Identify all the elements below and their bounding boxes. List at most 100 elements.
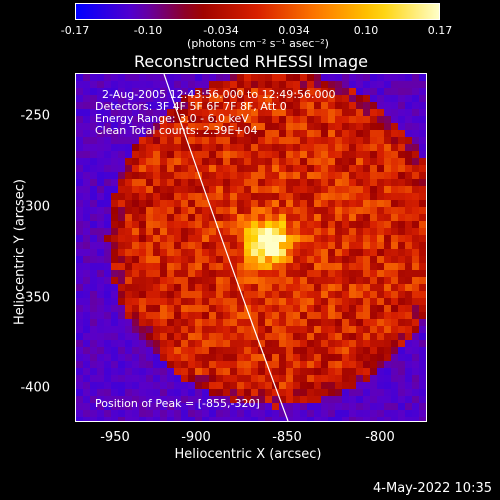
image-pixel: [412, 158, 419, 165]
image-pixel: [230, 130, 237, 137]
image-pixel: [118, 144, 125, 151]
image-pixel: [111, 81, 118, 88]
image-pixel: [405, 263, 412, 270]
image-pixel: [104, 81, 111, 88]
image-pixel: [230, 305, 237, 312]
image-pixel: [237, 207, 244, 214]
image-pixel: [104, 256, 111, 263]
image-pixel: [370, 151, 377, 158]
image-pixel: [216, 200, 223, 207]
image-pixel: [398, 144, 405, 151]
image-pixel: [237, 74, 244, 81]
image-pixel: [230, 277, 237, 284]
image-pixel: [153, 193, 160, 200]
image-pixel: [356, 277, 363, 284]
image-pixel: [307, 102, 314, 109]
image-pixel: [83, 368, 90, 375]
image-pixel: [153, 333, 160, 340]
image-pixel: [321, 74, 328, 81]
image-pixel: [188, 221, 195, 228]
image-pixel: [356, 242, 363, 249]
image-pixel: [202, 354, 209, 361]
image-pixel: [272, 333, 279, 340]
image-pixel: [237, 221, 244, 228]
image-pixel: [258, 298, 265, 305]
image-pixel: [286, 144, 293, 151]
image-pixel: [125, 193, 132, 200]
image-pixel: [167, 312, 174, 319]
image-pixel: [146, 326, 153, 333]
image-pixel: [174, 298, 181, 305]
image-pixel: [132, 382, 139, 389]
image-pixel: [405, 116, 412, 123]
image-pixel: [160, 396, 167, 403]
image-pixel: [370, 263, 377, 270]
image-pixel: [167, 417, 174, 421]
image-pixel: [223, 270, 230, 277]
image-pixel: [188, 340, 195, 347]
colorbar-tick-5: 0.10: [353, 24, 379, 37]
image-pixel: [195, 74, 202, 81]
image-pixel: [146, 375, 153, 382]
image-pixel: [370, 347, 377, 354]
image-pixel: [195, 165, 202, 172]
image-pixel: [342, 326, 349, 333]
image-pixel: [111, 130, 118, 137]
image-pixel: [125, 172, 132, 179]
image-pixel: [111, 347, 118, 354]
image-pixel: [244, 333, 251, 340]
image-pixel: [272, 242, 279, 249]
image-pixel: [391, 123, 398, 130]
image-pixel: [202, 326, 209, 333]
image-pixel: [412, 123, 419, 130]
image-pixel: [335, 403, 342, 410]
image-pixel: [328, 347, 335, 354]
image-pixel: [188, 333, 195, 340]
image-pixel: [398, 382, 405, 389]
image-pixel: [76, 368, 83, 375]
image-pixel: [216, 172, 223, 179]
image-pixel: [300, 186, 307, 193]
image-pixel: [335, 298, 342, 305]
image-pixel: [384, 333, 391, 340]
image-pixel: [181, 95, 188, 102]
image-pixel: [293, 214, 300, 221]
image-pixel: [230, 123, 237, 130]
image-pixel: [188, 347, 195, 354]
image-pixel: [356, 207, 363, 214]
image-pixel: [342, 102, 349, 109]
image-pixel: [132, 410, 139, 417]
image-pixel: [202, 186, 209, 193]
image-pixel: [328, 221, 335, 228]
image-pixel: [377, 291, 384, 298]
image-pixel: [216, 109, 223, 116]
image-pixel: [412, 186, 419, 193]
x-tick-4: -800: [365, 430, 395, 445]
image-pixel: [188, 375, 195, 382]
image-pixel: [370, 319, 377, 326]
image-pixel: [342, 144, 349, 151]
image-pixel: [76, 319, 83, 326]
image-pixel: [174, 137, 181, 144]
image-pixel: [398, 102, 405, 109]
image-pixel: [265, 347, 272, 354]
image-pixel: [314, 102, 321, 109]
image-pixel: [321, 305, 328, 312]
image-pixel: [342, 95, 349, 102]
image-pixel: [111, 263, 118, 270]
image-pixel: [405, 151, 412, 158]
image-pixel: [342, 88, 349, 95]
image-pixel: [349, 144, 356, 151]
image-pixel: [97, 88, 104, 95]
image-pixel: [356, 263, 363, 270]
image-pixel: [216, 312, 223, 319]
image-pixel: [76, 158, 83, 165]
image-pixel: [125, 228, 132, 235]
image-pixel: [363, 403, 370, 410]
image-pixel: [265, 284, 272, 291]
image-pixel: [125, 109, 132, 116]
image-pixel: [265, 403, 272, 410]
image-pixel: [391, 242, 398, 249]
image-pixel: [265, 207, 272, 214]
image-pixel: [356, 291, 363, 298]
